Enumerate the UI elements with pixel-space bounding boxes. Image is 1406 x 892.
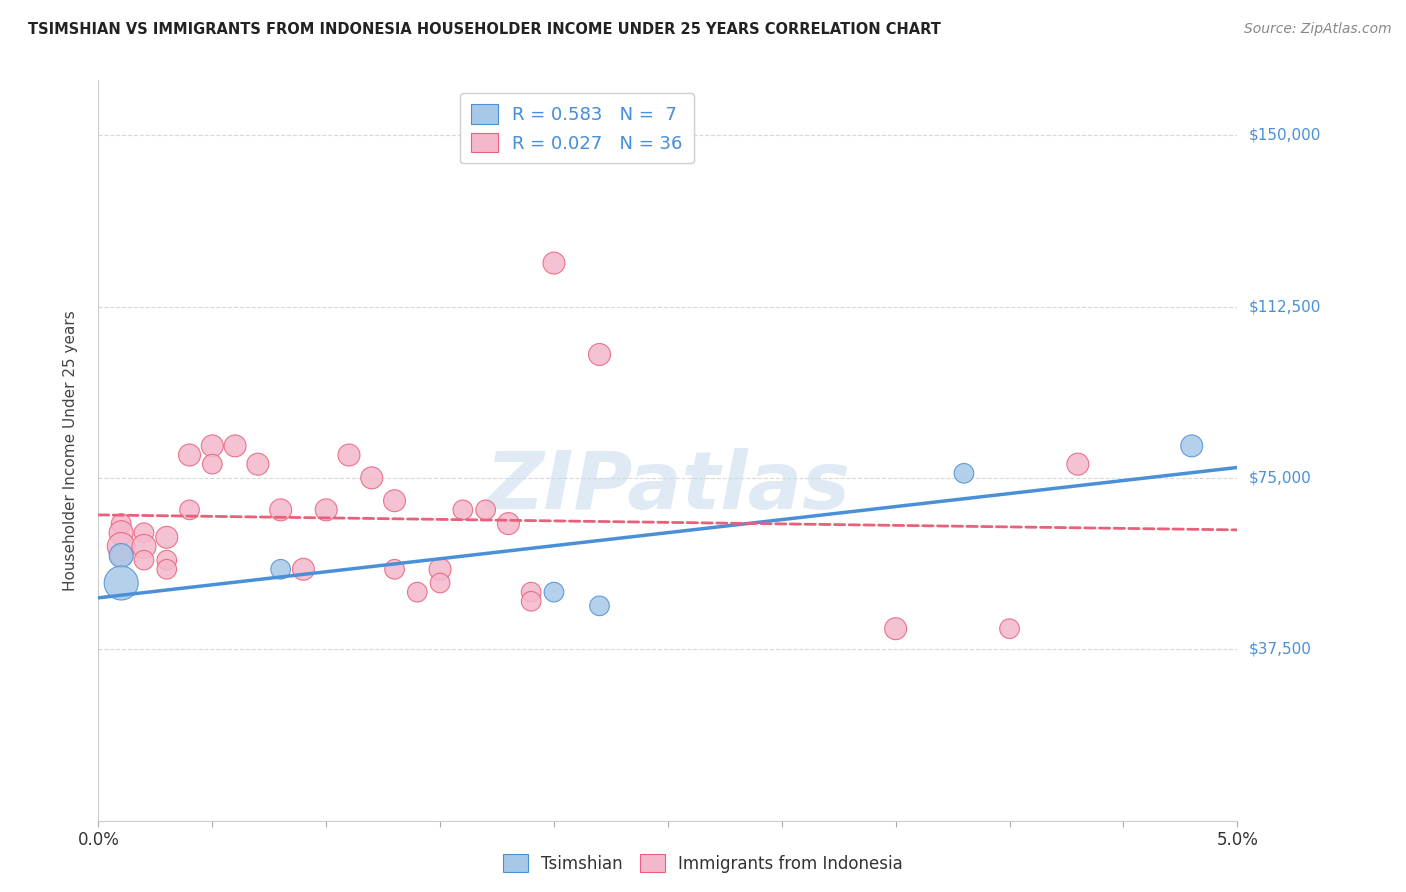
Point (292, 562, 315, 576)
Point (110, 576, 132, 591)
Point (543, 256, 565, 270)
Text: $112,500: $112,500 (1249, 299, 1320, 314)
Point (110, 516, 132, 531)
Point (998, 622, 1021, 636)
Point (588, 599, 610, 613)
Legend: R = 0.583   N =  7, R = 0.027   N = 36: R = 0.583 N = 7, R = 0.027 N = 36 (460, 93, 693, 163)
Point (588, 347, 610, 361)
Point (429, 562, 451, 576)
Point (451, 503, 474, 517)
Point (110, 549, 132, 563)
Point (1181, 439, 1204, 453)
Point (179, 448, 201, 462)
Text: Source: ZipAtlas.com: Source: ZipAtlas.com (1244, 22, 1392, 37)
Y-axis label: Householder Income Under 25 years: Householder Income Under 25 years (63, 310, 77, 591)
Point (498, 516, 520, 531)
Text: $150,000: $150,000 (1249, 128, 1320, 143)
Point (156, 562, 179, 576)
Point (132, 553, 155, 567)
Point (201, 457, 224, 471)
Point (543, 585, 565, 599)
Point (384, 493, 406, 508)
Point (110, 549, 132, 563)
Point (337, 448, 360, 462)
Point (884, 622, 907, 636)
Text: $37,500: $37,500 (1249, 641, 1312, 657)
Point (246, 457, 269, 471)
Text: ZIPatlas: ZIPatlas (485, 449, 851, 526)
Point (429, 576, 451, 591)
Point (179, 503, 201, 517)
Point (156, 530, 179, 544)
Point (520, 585, 543, 599)
Point (315, 503, 337, 517)
Point (384, 562, 406, 576)
Point (132, 525, 155, 540)
Point (474, 503, 496, 517)
Point (360, 471, 382, 485)
Point (110, 525, 132, 540)
Text: TSIMSHIAN VS IMMIGRANTS FROM INDONESIA HOUSEHOLDER INCOME UNDER 25 YEARS CORRELA: TSIMSHIAN VS IMMIGRANTS FROM INDONESIA H… (28, 22, 941, 37)
Point (270, 562, 292, 576)
Point (110, 540, 132, 554)
Point (201, 439, 224, 453)
Point (224, 439, 246, 453)
Point (270, 503, 292, 517)
Point (132, 540, 155, 554)
Point (520, 594, 543, 608)
Point (1067, 457, 1090, 471)
Text: $75,000: $75,000 (1249, 470, 1312, 485)
Point (953, 467, 976, 481)
Point (406, 585, 429, 599)
Legend: Tsimshian, Immigrants from Indonesia: Tsimshian, Immigrants from Indonesia (496, 847, 910, 880)
Point (156, 553, 179, 567)
